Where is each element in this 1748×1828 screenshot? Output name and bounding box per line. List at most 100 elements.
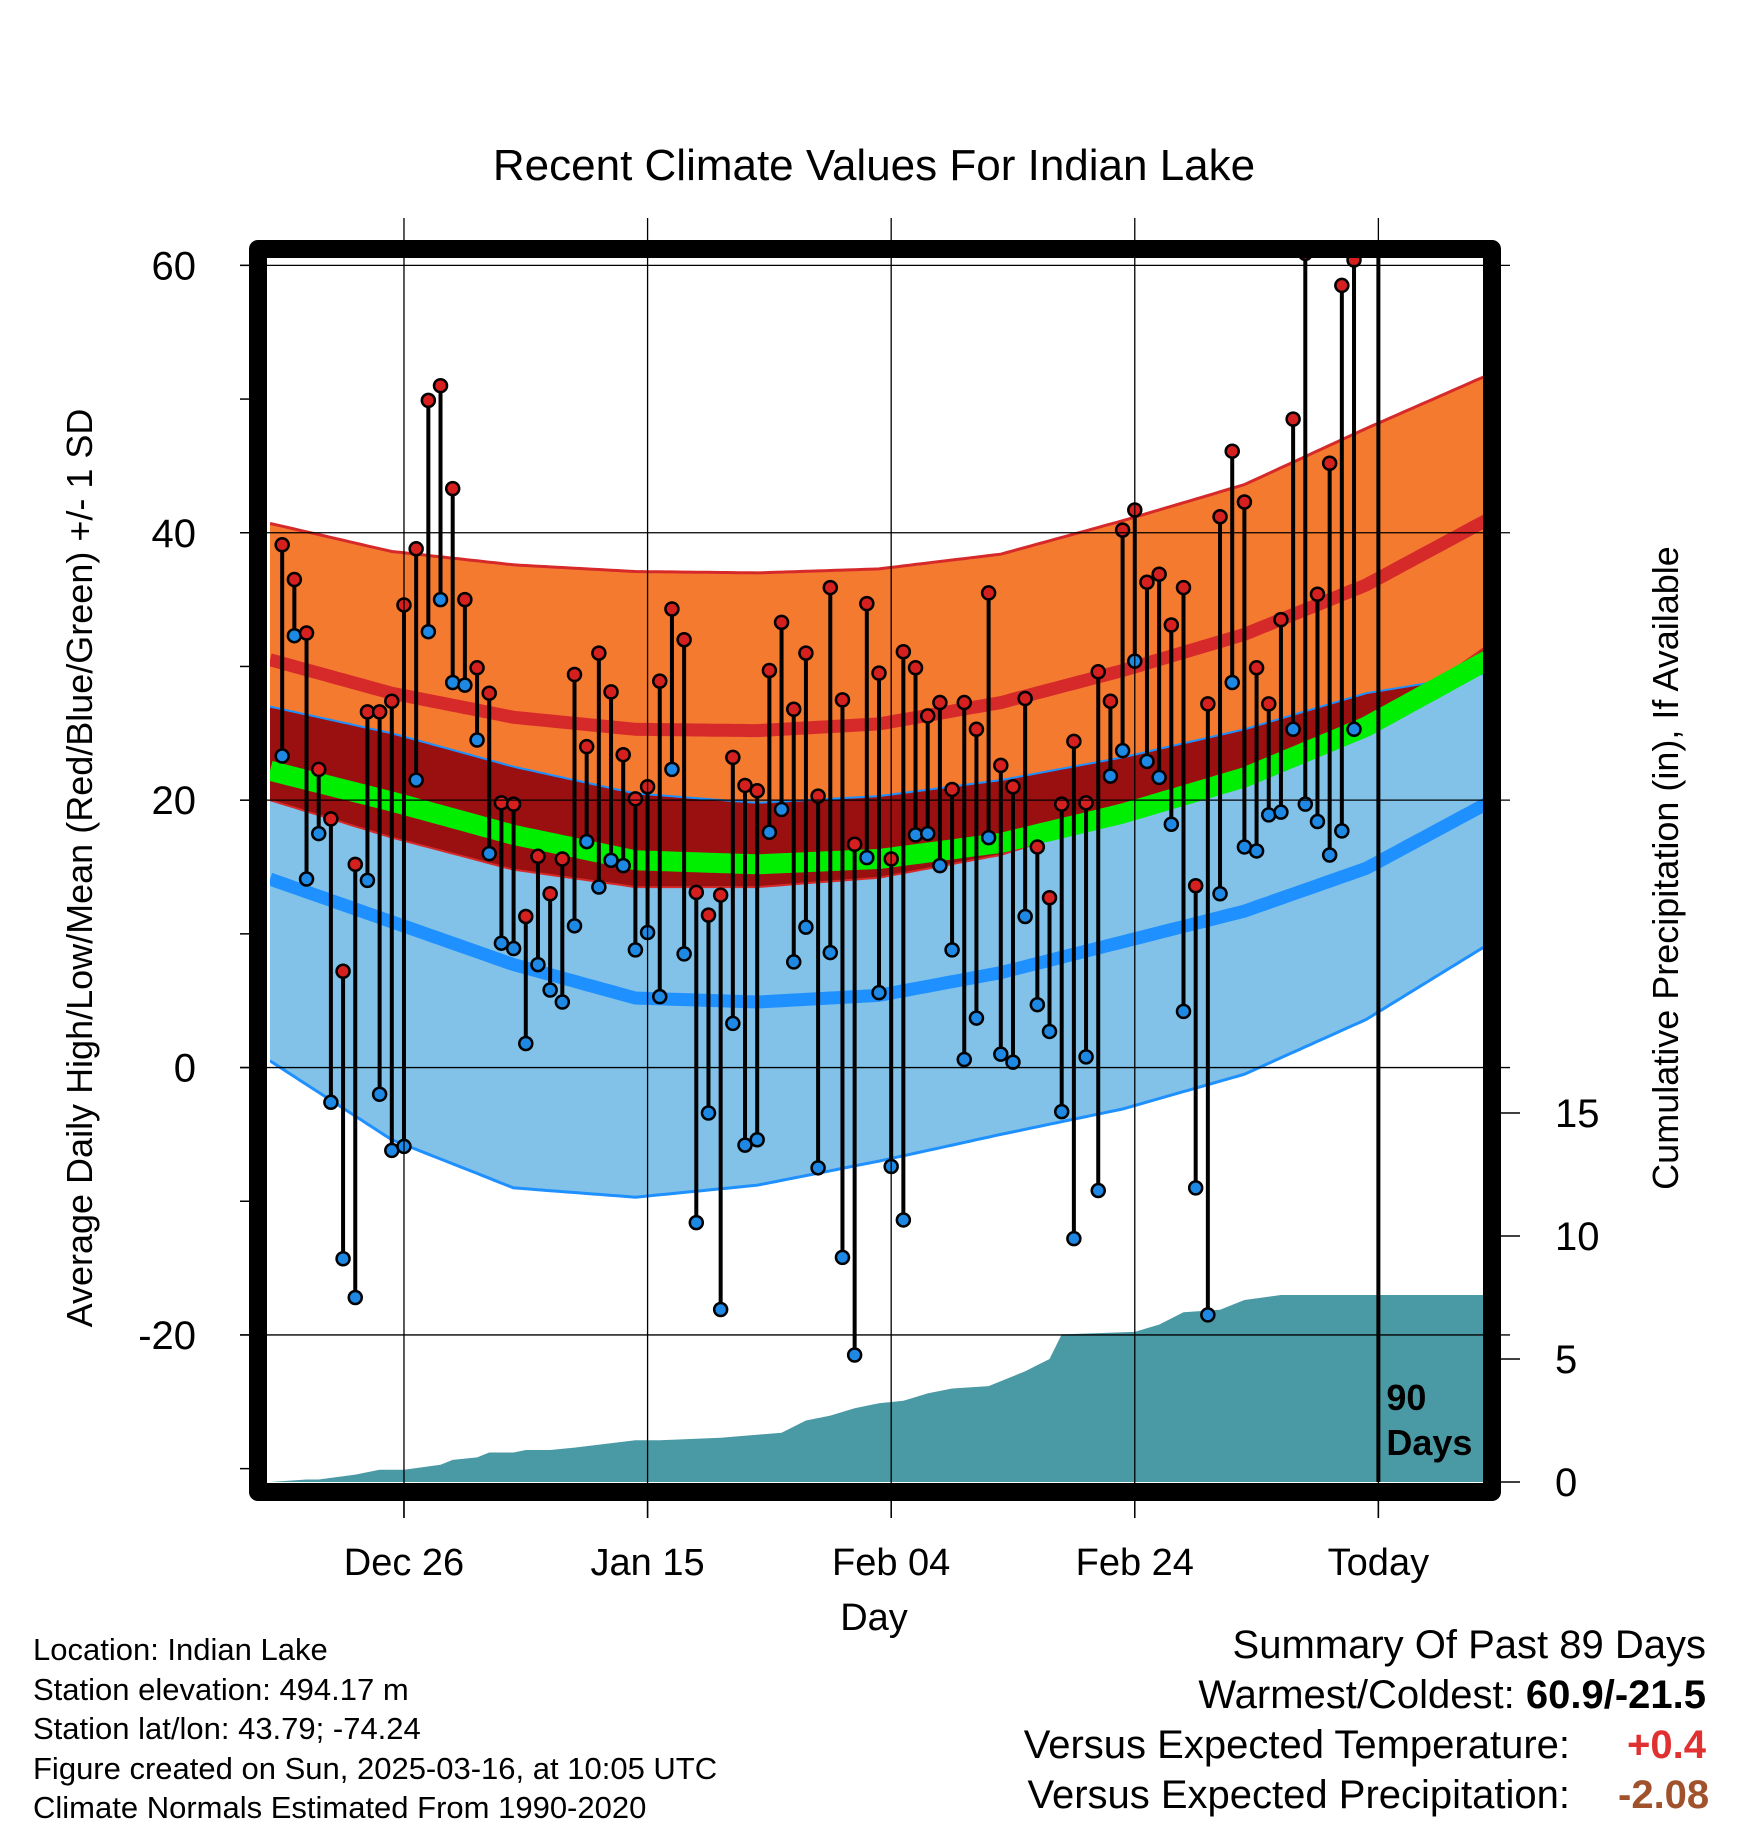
daily-low-point [859,849,875,866]
daily-low-point [1017,908,1033,925]
daily-low-point [444,674,461,691]
daily-low-point [1102,768,1119,784]
y-left-tick-label: 20 [152,779,197,823]
daily-low-point [591,879,607,895]
daily-low-point [518,1035,534,1052]
daily-high-point [712,887,729,903]
daily-high-point [371,704,388,720]
daily-high-point [1139,574,1155,590]
precip-area [270,1295,1488,1482]
daily-low-point [810,1160,826,1176]
daily-high-point [1102,693,1119,709]
daily-high-point [444,480,461,497]
daily-high-point [481,685,497,701]
daily-low-point [1200,1307,1216,1323]
station-info: Location: Indian Lake Station elevation:… [33,1630,717,1828]
daily-high-point [615,746,631,763]
precip-value: -2.08 [1618,1773,1710,1817]
daily-high-point [676,631,692,648]
daily-high-point [1066,733,1082,750]
daily-high-point [1029,839,1046,855]
daily-high-point [505,796,522,812]
chart-title: Recent Climate Values For Indian Lake [493,141,1255,190]
daily-low-point [469,732,485,748]
y-right-tick-label: 0 [1555,1461,1577,1505]
daily-low-point [1163,816,1180,832]
warm-cold-value: 60.9/-21.5 [1525,1673,1706,1717]
daily-high-point [1151,566,1167,582]
daily-low-point [310,825,327,842]
daily-high-point [993,757,1009,774]
daily-low-point [505,940,522,957]
temp-label: Versus Expected Temperature: [1023,1723,1570,1767]
daily-high-point [846,836,863,853]
daily-low-point [1078,1049,1094,1065]
daily-high-point [1200,696,1216,712]
daily-low-point [432,591,449,608]
daily-low-point [822,944,839,961]
daily-high-point [578,738,595,755]
daily-low-point [1321,847,1338,863]
daily-high-point [1248,660,1265,676]
plot-content [270,252,1488,1482]
daily-high-point [968,721,985,738]
summary-temp-row: Versus Expected Temperature: +0.4 [1024,1720,1706,1770]
daily-high-point [408,541,424,557]
info-latlon: Station lat/lon: 43.79; -74.24 [33,1711,421,1746]
daily-low-point [566,918,583,934]
daily-low-point [457,677,473,693]
daily-high-point [274,537,290,553]
daily-low-point [993,1046,1009,1062]
warm-cold-label: Warmest/Coldest: [1198,1673,1515,1717]
info-created: Figure created on Sun, 2025-03-16, at 10… [33,1750,718,1786]
daily-high-point [871,665,887,681]
daily-low-point [530,956,546,973]
temp-value: +0.4 [1627,1723,1706,1767]
x-tick-label: Feb 24 [1076,1542,1194,1584]
daily-low-point [798,919,814,935]
daily-high-point [1187,877,1204,894]
daily-low-point [1175,1003,1192,1020]
daily-low-point [785,954,802,970]
daily-low-point [1151,769,1167,786]
daily-low-point [1090,1182,1106,1199]
daily-high-point [1224,443,1240,459]
daily-low-point [615,857,631,874]
daily-high-point [1261,696,1277,712]
y-axis-label-left: Average Daily High/Low/Mean (Red/Blue/Gr… [59,409,100,1328]
daily-low-point [834,1249,851,1266]
daily-low-point [359,872,376,889]
daily-high-point [1163,617,1180,633]
daily-high-point [749,783,765,799]
daily-low-point [1273,804,1289,820]
daily-high-point [798,645,814,661]
y-axis-label-right: Cumulative Precipitation (in), If Availa… [1645,546,1686,1190]
daily-low-point [627,942,644,958]
daily-low-point [919,825,936,842]
daily-high-point [956,694,973,711]
daily-high-point [773,614,790,631]
daily-low-point [323,1094,339,1111]
daily-high-point [310,761,327,778]
summary-heading: Summary Of Past 89 Days [1232,1623,1706,1667]
y-left-tick-label: 0 [174,1047,196,1091]
summary-precip-row: Versus Expected Precipitation: -2.08 [1024,1770,1710,1820]
daily-high-point [652,673,668,689]
daily-low-point [968,1010,985,1026]
daily-high-point [518,908,534,925]
daily-high-point [1114,522,1131,538]
daily-low-point [554,994,571,1010]
info-elevation: Station elevation: 494.17 m [33,1671,409,1707]
daily-low-point [1053,1103,1070,1120]
x-tick-label: Dec 26 [344,1542,464,1584]
daily-low-point [1066,1230,1082,1247]
daily-low-point [712,1301,729,1318]
daily-high-point [944,781,960,798]
daily-high-point [1236,494,1253,510]
daily-high-point [1285,411,1301,427]
daily-low-point [932,857,948,874]
daily-high-point [1005,779,1021,795]
daily-low-point [298,871,315,887]
daily-low-point [1041,1023,1058,1040]
daily-high-point [1090,664,1106,680]
